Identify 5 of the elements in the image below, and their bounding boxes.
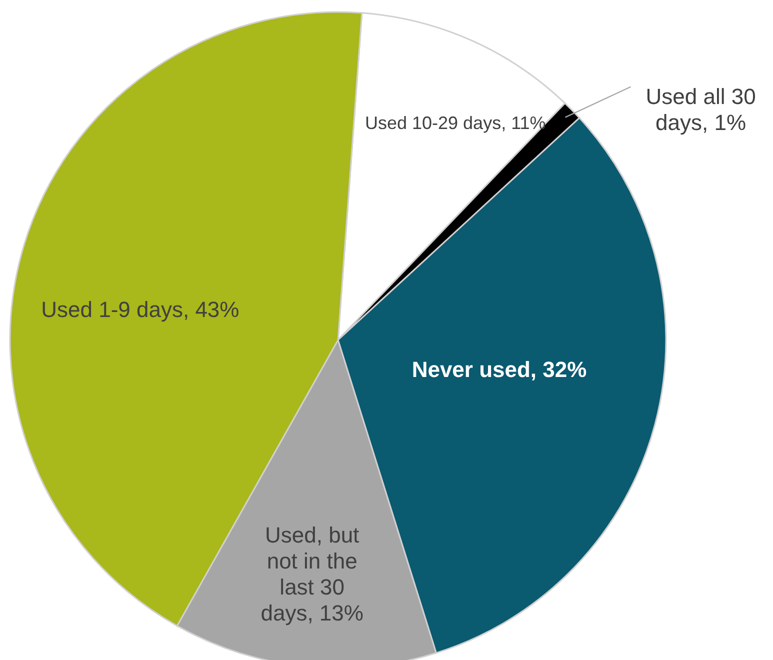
slice-label: Used 10-29 days, 11%	[364, 112, 546, 133]
slice-label: Never used, 32%	[412, 356, 587, 382]
slice-label: Used, but not in the last 30 days, 13%	[260, 522, 364, 626]
slice-label: Used 1-9 days, 43%	[41, 297, 240, 322]
slice-label: Used all 30 days, 1%	[646, 84, 756, 135]
